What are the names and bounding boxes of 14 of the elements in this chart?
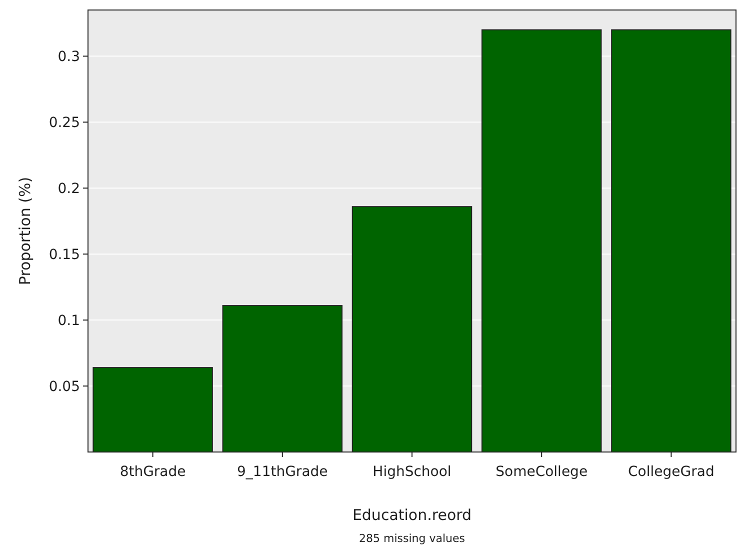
x-tick-label: CollegeGrad <box>628 464 714 480</box>
y-tick-label: 0.15 <box>48 246 80 263</box>
x-axis-title: Education.reord <box>352 506 472 524</box>
y-tick-label: 0.3 <box>58 49 80 66</box>
y-tick-label: 0.2 <box>58 181 80 198</box>
y-tick-label: 0.05 <box>48 378 80 395</box>
x-tick-label: SomeCollege <box>496 464 588 480</box>
x-tick-label: HighSchool <box>372 464 452 480</box>
text: 285 missing values <box>358 532 466 545</box>
x-tick-label: 8thGrade <box>120 464 186 480</box>
y-tick-label: 0.25 <box>48 115 80 132</box>
x-tick-label: 9_11thGrade <box>237 464 328 480</box>
y-axis-title: Proportion (%) <box>16 176 34 286</box>
y-tick-label: 0.1 <box>58 312 80 329</box>
